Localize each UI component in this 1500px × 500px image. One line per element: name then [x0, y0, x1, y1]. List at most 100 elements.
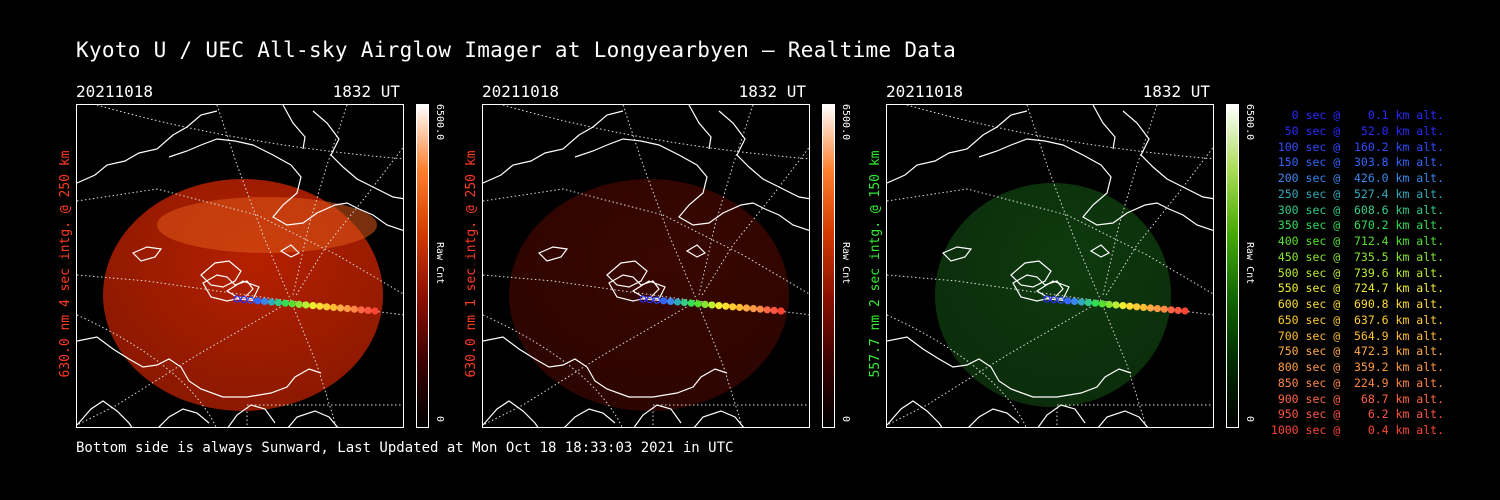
trajectory-point [770, 306, 778, 314]
coastline [564, 408, 616, 427]
lat-lon-grid-line [696, 300, 743, 427]
coastline [77, 336, 322, 398]
colorbar-label: Raw Cnt [840, 242, 851, 285]
legend-entry: 900 sec @ 68.7 km alt. [1270, 391, 1444, 406]
lat-lon-grid-line [700, 146, 809, 298]
trajectory-point [763, 306, 771, 314]
trajectory-point [729, 303, 737, 311]
lat-lon-grid-line [652, 404, 809, 427]
coastline [1097, 410, 1149, 427]
allsky-image [76, 104, 404, 428]
trajectory-point [1167, 306, 1175, 314]
lat-lon-grid-line [887, 300, 1102, 426]
colorbar-max: 6500.0 [840, 104, 851, 141]
coastline [227, 404, 276, 427]
colorbar [822, 104, 835, 428]
trajectory-point [357, 306, 365, 314]
coastline [1089, 244, 1111, 258]
coastline [168, 138, 403, 231]
trajectory-point [1098, 300, 1106, 308]
legend-entry: 700 sec @ 564.9 km alt. [1270, 328, 1444, 343]
trajectory-point [1057, 296, 1065, 304]
trajectory-point [1105, 300, 1113, 308]
trajectory-point [350, 305, 358, 313]
coastline [1092, 105, 1116, 150]
trajectory-point [1119, 302, 1127, 310]
coastline [131, 246, 163, 262]
coastline [312, 110, 403, 200]
trajectory-point [749, 305, 757, 313]
lat-lon-grid-line [622, 105, 698, 302]
coastline [606, 260, 648, 288]
legend-entry: 750 sec @ 472.3 km alt. [1270, 344, 1444, 359]
coastline [887, 110, 1028, 184]
colorbar [416, 104, 429, 428]
lat-lon-grid-line [96, 105, 403, 160]
legend-entry: 250 sec @ 527.4 km alt. [1270, 186, 1444, 201]
trajectory-point [267, 298, 276, 306]
trajectory-point [1181, 307, 1189, 315]
trajectory-point [261, 297, 269, 305]
legend-entry: 150 sec @ 303.8 km alt. [1270, 155, 1444, 170]
legend-entry: 300 sec @ 608.6 km alt. [1270, 202, 1444, 217]
coastline [537, 246, 569, 262]
trajectory-point [1160, 305, 1168, 313]
lat-lon-grid-line [1100, 300, 1147, 427]
lat-lon-grid-line [906, 105, 1213, 160]
trajectory-point [1091, 299, 1099, 307]
trajectory-point [1064, 297, 1072, 305]
lat-lon-grid-line [290, 300, 337, 427]
lat-lon-grid-line [483, 314, 623, 427]
trajectory-point [1084, 299, 1092, 307]
legend-entry: 950 sec @ 6.2 km alt. [1270, 407, 1444, 422]
panel-ylabel: 630.0 nm 1 sec intg. @ 250 km [464, 150, 479, 378]
lat-lon-grid-line [887, 188, 1213, 295]
lat-lon-grid-line [77, 188, 403, 295]
trajectory-point [336, 304, 345, 312]
lat-lon-grid-line [294, 146, 403, 298]
legend-entry: 350 sec @ 670.2 km alt. [1270, 218, 1444, 233]
coastline [633, 404, 682, 427]
trajectory-point [274, 299, 282, 307]
trajectory-point [281, 299, 289, 307]
imager-panel-3: 20211018 1832 UT 557.7 nm 2 sec intg. @ … [868, 82, 1276, 432]
panel-date: 20211018 [76, 82, 154, 101]
coastline [1122, 110, 1213, 200]
coastline [685, 244, 707, 258]
trajectory-point [646, 296, 654, 304]
svalbard-outline [608, 274, 660, 302]
coastline [574, 138, 809, 231]
svalbard-outline [1012, 274, 1064, 302]
legend-entry: 650 sec @ 637.6 km alt. [1270, 312, 1444, 327]
legend-entry: 550 sec @ 724.7 km alt. [1270, 281, 1444, 296]
trajectory-point [660, 297, 668, 305]
trajectory-point [742, 304, 751, 312]
coastline [1037, 404, 1086, 427]
lat-lon-grid-line [77, 314, 217, 427]
coastline [688, 105, 712, 150]
colorbar-min: 0 [434, 416, 445, 423]
trajectory-point [1050, 296, 1058, 304]
colorbar-max: 6500.0 [1244, 104, 1255, 141]
legend-entry: 500 sec @ 739.6 km alt. [1270, 265, 1444, 280]
coastline [279, 244, 301, 258]
coastline [887, 400, 943, 427]
lat-lon-grid-line [1026, 105, 1102, 302]
allsky-image-svg [77, 105, 403, 427]
colorbar-label: Raw Cnt [434, 242, 445, 285]
colorbar-min: 0 [840, 416, 851, 423]
trajectory-point [364, 306, 372, 314]
coastline [887, 336, 1132, 398]
trajectory-point [233, 295, 241, 303]
lat-lon-grid-line [483, 188, 809, 295]
panel-date: 20211018 [482, 82, 560, 101]
allsky-image [482, 104, 810, 428]
legend-entry: 600 sec @ 690.8 km alt. [1270, 297, 1444, 311]
trajectory-point [1174, 306, 1182, 314]
coastline [483, 110, 624, 184]
trajectory-point [288, 300, 296, 308]
trajectory-point [240, 296, 248, 304]
trajectory-point [680, 299, 688, 307]
coastline [718, 110, 809, 200]
coastline [693, 410, 745, 427]
